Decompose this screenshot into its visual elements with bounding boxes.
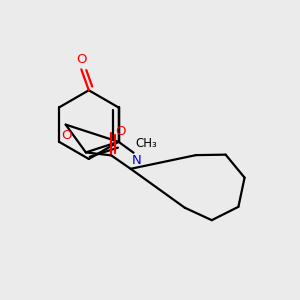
Text: O: O [76, 53, 87, 66]
Text: O: O [115, 125, 125, 138]
Text: N: N [132, 154, 142, 167]
Text: O: O [61, 129, 71, 142]
Text: CH₃: CH₃ [135, 137, 157, 150]
